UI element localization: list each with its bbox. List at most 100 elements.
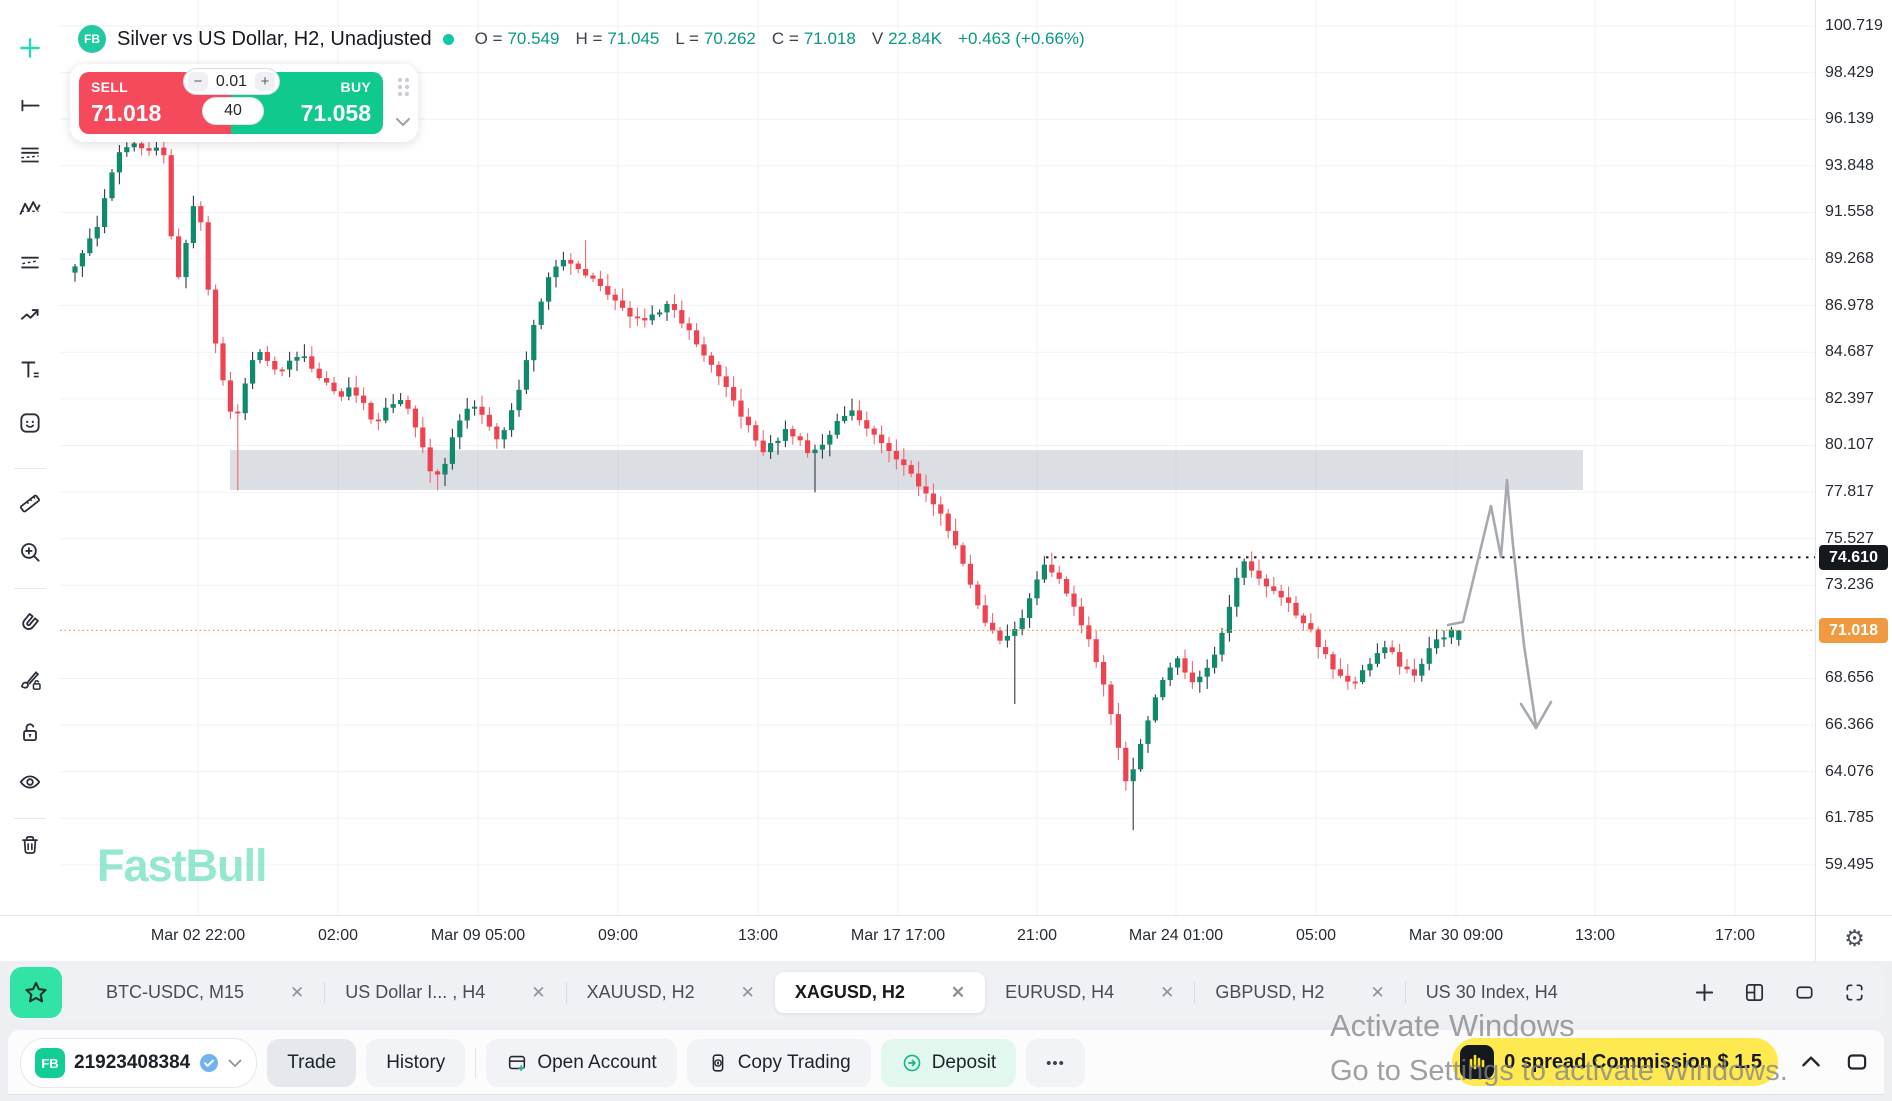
panel-window-icon[interactable]	[1844, 1049, 1870, 1075]
deposit-button[interactable]: Deposit	[880, 1039, 1017, 1087]
price-tick-label: 82.397	[1825, 389, 1874, 407]
brush-lock-tool[interactable]	[13, 663, 47, 697]
tab-label: XAUUSD, H2	[586, 982, 695, 1002]
lock-icon	[23, 723, 37, 742]
emoji-tool[interactable]	[13, 406, 47, 440]
collapse-panel-chevron-up-icon[interactable]	[1798, 1049, 1824, 1075]
price-tick-label: 68.656	[1825, 669, 1874, 687]
copy-trading-icon	[712, 1054, 724, 1072]
time-tick-label: Mar 17 17:00	[850, 927, 946, 944]
price-axis-label: 74.610	[1819, 544, 1888, 570]
tab-label: US 30 Index, H4	[1425, 982, 1558, 1002]
parallel-channel-tool[interactable]	[13, 245, 47, 279]
tab-us-dollar-i-[interactable]: US Dollar I... , H4 ✕	[325, 972, 565, 1013]
quantity-field[interactable]: 40	[202, 97, 264, 125]
history-tab-button[interactable]: History	[366, 1039, 466, 1087]
promo-banner[interactable]: 0 spread Commission $ 1.5	[1452, 1038, 1778, 1086]
tab-close-icon[interactable]: ✕	[950, 982, 966, 1002]
tab-gbpusd[interactable]: GBPUSD, H2 ✕	[1195, 972, 1404, 1013]
tab-close-icon[interactable]: ✕	[290, 982, 305, 1002]
fib-retracement-icon	[21, 147, 39, 163]
widget-drag-handle[interactable]	[398, 78, 409, 96]
text-tool-tool[interactable]	[13, 352, 47, 386]
fullscreen-icon[interactable]	[1843, 981, 1866, 1004]
fib-retracement-tool[interactable]	[13, 138, 47, 172]
drawing-toolbar	[0, 0, 60, 915]
widget-collapse-chevron-icon[interactable]	[395, 114, 411, 132]
price-axis[interactable]: 100.719 98.429 96.139 93.848 91.558 89.268 86.…	[1815, 0, 1892, 915]
zoom-in-tool[interactable]	[13, 535, 47, 569]
candlestick-chart[interactable]	[0, 0, 1815, 915]
symbol-title[interactable]: Silver vs US Dollar, H2, Unadjusted	[117, 27, 432, 50]
high-label: H =	[575, 29, 603, 48]
account-logo: FB	[35, 1048, 65, 1078]
chart-grid	[60, 0, 1815, 915]
account-bottom-bar: FB 21923408384 Trade History Open Accoun…	[8, 1030, 1884, 1095]
copy-trading-button[interactable]: Copy Trading	[686, 1039, 871, 1087]
trade-tab-button[interactable]: Trade	[267, 1039, 357, 1087]
chart-settings-gear-icon[interactable]: ⚙	[1844, 925, 1865, 951]
eye-icon	[19, 775, 41, 789]
tab-close-icon[interactable]: ✕	[1160, 982, 1175, 1002]
trash-tool[interactable]	[13, 828, 47, 862]
trend-arrow-icon	[20, 309, 39, 321]
open-value: 70.549	[507, 29, 560, 48]
window-icon[interactable]	[1793, 981, 1816, 1004]
tab-close-icon[interactable]: ✕	[740, 982, 755, 1002]
tab-btc-usdc[interactable]: BTC-USDC, M15 ✕	[86, 972, 324, 1013]
account-selector[interactable]: FB 21923408384	[20, 1038, 258, 1088]
tab-close-icon[interactable]: ✕	[531, 982, 546, 1002]
add-plus-tool[interactable]	[13, 31, 47, 65]
divider	[475, 1048, 477, 1078]
tab-xauusd[interactable]: XAUUSD, H2 ✕	[567, 972, 775, 1013]
symbol-logo[interactable]: FB	[78, 25, 106, 53]
tabs-actions	[1693, 964, 1866, 1021]
time-axis[interactable]: Mar 02 22:00 02:00 Mar 09 05:00 09:00 13:00 M…	[0, 915, 1815, 961]
time-tick-label: 13:00	[1574, 927, 1616, 944]
buy-label: BUY	[340, 79, 371, 95]
tab-separator	[1194, 981, 1196, 1004]
step-value[interactable]: 0.01	[215, 72, 248, 90]
symbol-tabs-bar: BTC-USDC, M15 ✕ US Dollar I... , H4 ✕ XAUUSD…	[8, 964, 1884, 1021]
volume-label: V	[871, 29, 884, 48]
add-tab-icon[interactable]	[1693, 981, 1716, 1004]
pattern-tool[interactable]	[13, 191, 47, 225]
tab-eurusd[interactable]: EURUSD, H4 ✕	[985, 972, 1194, 1013]
star-icon	[25, 981, 47, 1002]
open-account-button[interactable]: Open Account	[486, 1039, 677, 1087]
verified-badge-icon	[200, 1054, 219, 1072]
high-value: 71.045	[607, 29, 660, 48]
step-minus-button[interactable]: −	[188, 72, 208, 91]
axis-corner: ⚙	[1815, 915, 1892, 961]
price-tick-label: 86.978	[1825, 296, 1874, 314]
open-account-icon	[509, 1055, 526, 1072]
projection-arrowhead	[1519, 700, 1553, 730]
trendline-tool[interactable]	[13, 88, 47, 122]
price-tick-label: 61.785	[1825, 809, 1874, 827]
time-tick-label: Mar 09 05:00	[430, 927, 526, 944]
magnet-icon	[22, 613, 39, 630]
price-tick-label: 93.848	[1825, 156, 1874, 174]
tab-us-30-index[interactable]: US 30 Index, H4	[1406, 972, 1624, 1013]
account-chevron-down-icon	[228, 1059, 242, 1067]
step-plus-button[interactable]: +	[254, 72, 275, 91]
tab-xagusd[interactable]: XAGUSD, H2 ✕	[774, 972, 986, 1013]
more-button[interactable]: •••	[1026, 1039, 1085, 1087]
supply-zone-rectangle[interactable]	[230, 450, 1583, 490]
lock-tool[interactable]	[13, 715, 47, 749]
tab-label: EURUSD, H4	[1005, 982, 1115, 1002]
fastbull-watermark: FastBull	[97, 840, 268, 891]
order-widget: SELL 71.018 BUY 71.058 − 0.01 + 40	[70, 64, 418, 142]
eye-tool[interactable]	[13, 765, 47, 799]
layout-grid-icon[interactable]	[1743, 981, 1766, 1004]
tab-close-icon[interactable]: ✕	[1370, 982, 1385, 1002]
ruler-tool[interactable]	[13, 483, 47, 517]
price-axis-label: 71.018	[1819, 617, 1888, 643]
tab-separator	[1404, 981, 1406, 1004]
favorites-star-button[interactable]	[10, 967, 62, 1018]
magnet-tool[interactable]	[13, 605, 47, 639]
time-tick-label: Mar 02 22:00	[150, 927, 246, 944]
trend-arrow-tool[interactable]	[13, 298, 47, 332]
projection-arrow-line[interactable]	[1446, 478, 1538, 728]
